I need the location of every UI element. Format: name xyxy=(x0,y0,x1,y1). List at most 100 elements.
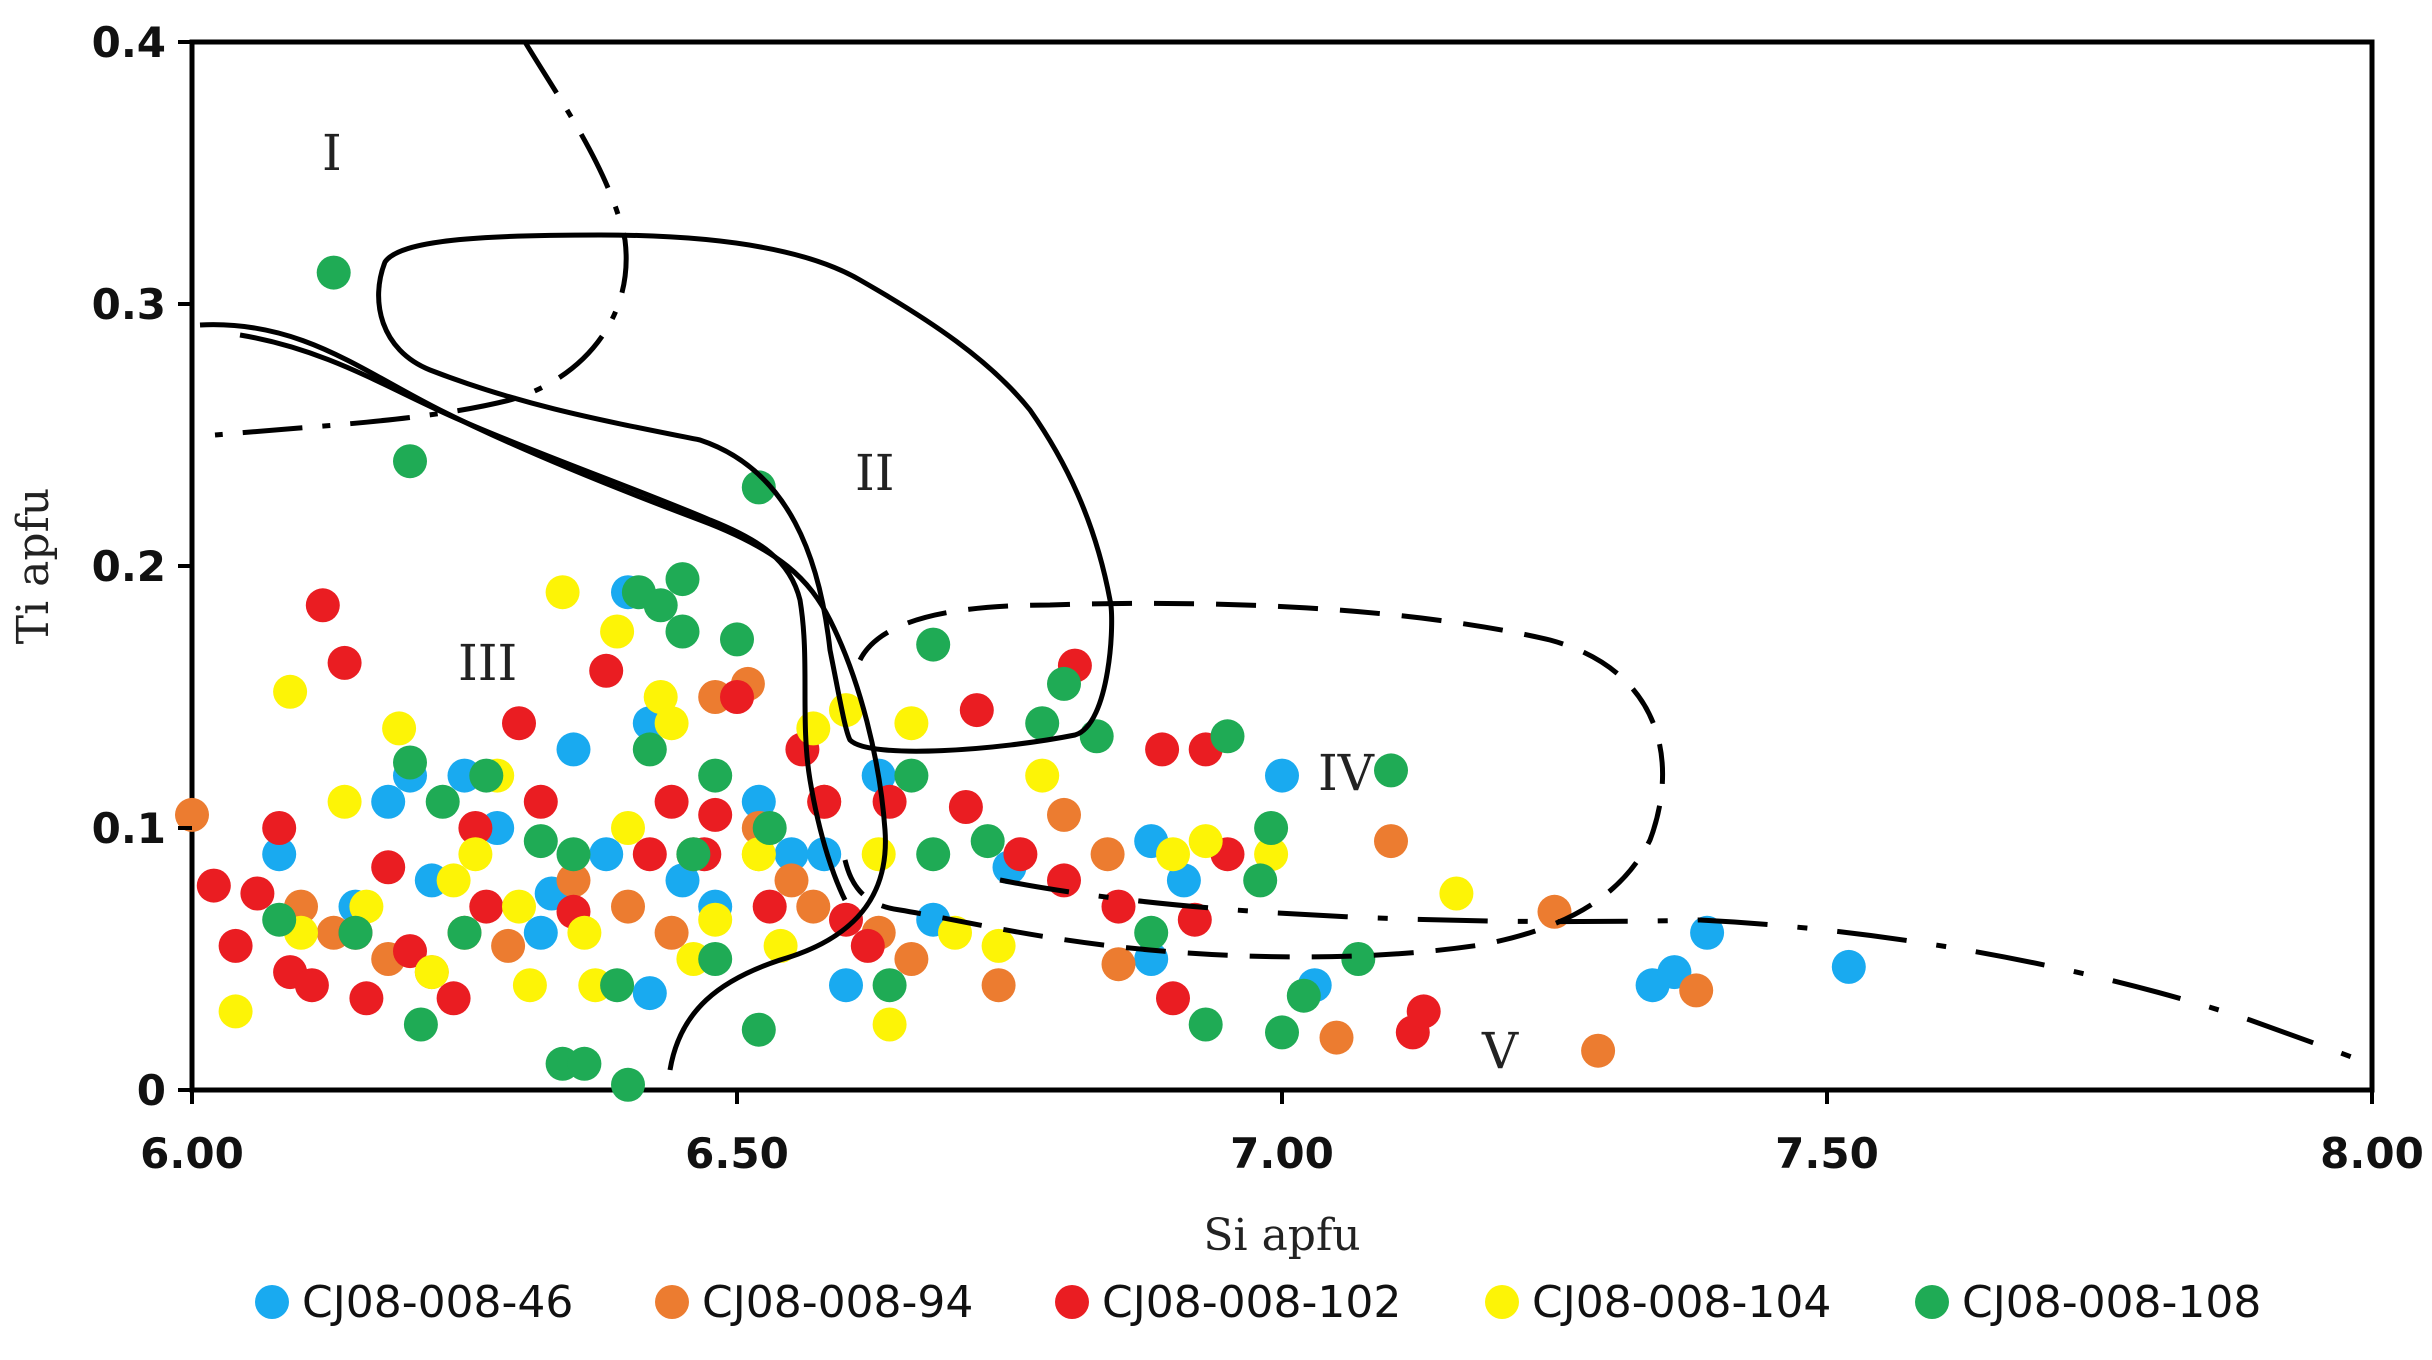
data-point xyxy=(654,706,689,741)
data-point xyxy=(916,837,951,872)
region-iii-inner-boundary xyxy=(239,332,848,902)
data-point xyxy=(262,811,297,845)
data-point xyxy=(425,784,460,819)
data-point xyxy=(414,955,449,990)
data-point xyxy=(273,674,308,709)
x-axis-title: Si apfu xyxy=(1203,1210,1360,1261)
data-point xyxy=(1101,947,1136,982)
legend-marker xyxy=(1915,1285,1949,1319)
data-point xyxy=(643,680,678,714)
data-point xyxy=(1047,666,1081,701)
data-point xyxy=(1156,981,1190,1016)
data-point xyxy=(1025,758,1060,793)
region-label-ii: II xyxy=(855,444,895,502)
legend-label: CJ08-008-108 xyxy=(1962,1277,2261,1328)
data-point xyxy=(698,758,733,793)
data-point xyxy=(512,968,547,1003)
data-point xyxy=(1243,863,1278,898)
region-label-iv: IV xyxy=(1318,744,1375,802)
series-CJ08-008-104 xyxy=(218,575,1474,1042)
data-point xyxy=(872,784,907,819)
data-point xyxy=(643,588,678,623)
region-ii-boundary xyxy=(376,232,1115,754)
legend: CJ08-008-46 CJ08-008-94 CJ08-008-102 CJ08-0… xyxy=(255,1277,2261,1328)
data-point xyxy=(654,915,689,950)
data-point xyxy=(1003,837,1038,872)
data-point xyxy=(458,811,493,845)
data-point xyxy=(556,732,591,767)
data-point xyxy=(741,784,776,819)
data-point xyxy=(698,942,733,976)
x-tick-label: 7.00 xyxy=(1230,1129,1334,1178)
data-point xyxy=(1286,978,1321,1013)
legend-label: CJ08-008-104 xyxy=(1532,1277,1831,1328)
x-axis-ticks: 6.00 6.50 7.00 7.50 8.00 xyxy=(140,1090,2424,1178)
data-point xyxy=(305,588,340,623)
series-CJ08-008-102 xyxy=(196,588,1441,1050)
data-point xyxy=(981,968,1016,1003)
y-axis-ticks: 0 0.1 0.2 0.3 0.4 xyxy=(92,18,192,1115)
data-point xyxy=(752,811,787,845)
data-point xyxy=(654,784,689,819)
data-point xyxy=(382,711,417,746)
data-point xyxy=(829,902,863,937)
data-point xyxy=(371,850,406,885)
data-point xyxy=(959,693,994,728)
data-point xyxy=(502,706,536,741)
region-i-boundary xyxy=(214,40,629,438)
data-point xyxy=(218,928,253,963)
legend-marker xyxy=(1055,1285,1089,1319)
data-point xyxy=(1439,876,1474,911)
data-point xyxy=(796,889,831,924)
data-point xyxy=(741,470,776,505)
data-point xyxy=(1025,706,1060,741)
region-labels: I II III IV V xyxy=(322,124,1519,1080)
data-point xyxy=(349,981,384,1016)
data-points xyxy=(175,255,1866,1102)
data-point xyxy=(829,968,863,1003)
data-point xyxy=(600,968,635,1003)
data-point xyxy=(611,1067,645,1102)
data-point xyxy=(632,732,667,767)
data-point xyxy=(829,693,863,728)
data-point xyxy=(894,942,929,976)
data-point xyxy=(807,837,842,872)
legend-label: CJ08-008-94 xyxy=(702,1277,973,1328)
y-axis-title: Ti apfu xyxy=(8,488,59,644)
data-point xyxy=(970,824,1005,859)
data-point xyxy=(1188,824,1223,859)
data-point xyxy=(316,255,351,290)
data-point xyxy=(393,745,427,780)
data-point xyxy=(262,902,297,937)
data-point xyxy=(752,889,787,924)
data-point xyxy=(1079,719,1114,754)
data-point xyxy=(523,784,558,819)
data-point xyxy=(1188,1007,1223,1042)
data-point xyxy=(491,928,526,963)
data-point xyxy=(1374,753,1408,788)
data-point xyxy=(1341,942,1376,976)
data-point xyxy=(741,1012,776,1047)
legend-label: CJ08-008-46 xyxy=(302,1277,573,1328)
plot-frame xyxy=(189,39,2375,1093)
data-point xyxy=(1134,915,1169,950)
region-label-i: I xyxy=(322,124,342,182)
data-point xyxy=(665,863,700,898)
data-point xyxy=(796,711,831,746)
y-tick-label: 0.3 xyxy=(92,280,166,329)
y-tick-label: 0.4 xyxy=(92,18,166,67)
data-point xyxy=(349,889,384,924)
data-point xyxy=(1090,837,1125,872)
data-point xyxy=(262,837,297,872)
region-boundaries xyxy=(199,40,2373,1071)
region-label-iii: III xyxy=(458,634,517,692)
data-point xyxy=(698,902,733,937)
data-point xyxy=(1156,837,1190,872)
data-point xyxy=(981,928,1016,963)
data-point xyxy=(665,562,700,597)
data-point xyxy=(469,758,504,793)
region-label-v: V xyxy=(1481,1022,1519,1080)
region-v-boundary xyxy=(999,877,2373,1068)
legend-marker xyxy=(1485,1285,1519,1319)
data-point xyxy=(218,994,253,1029)
